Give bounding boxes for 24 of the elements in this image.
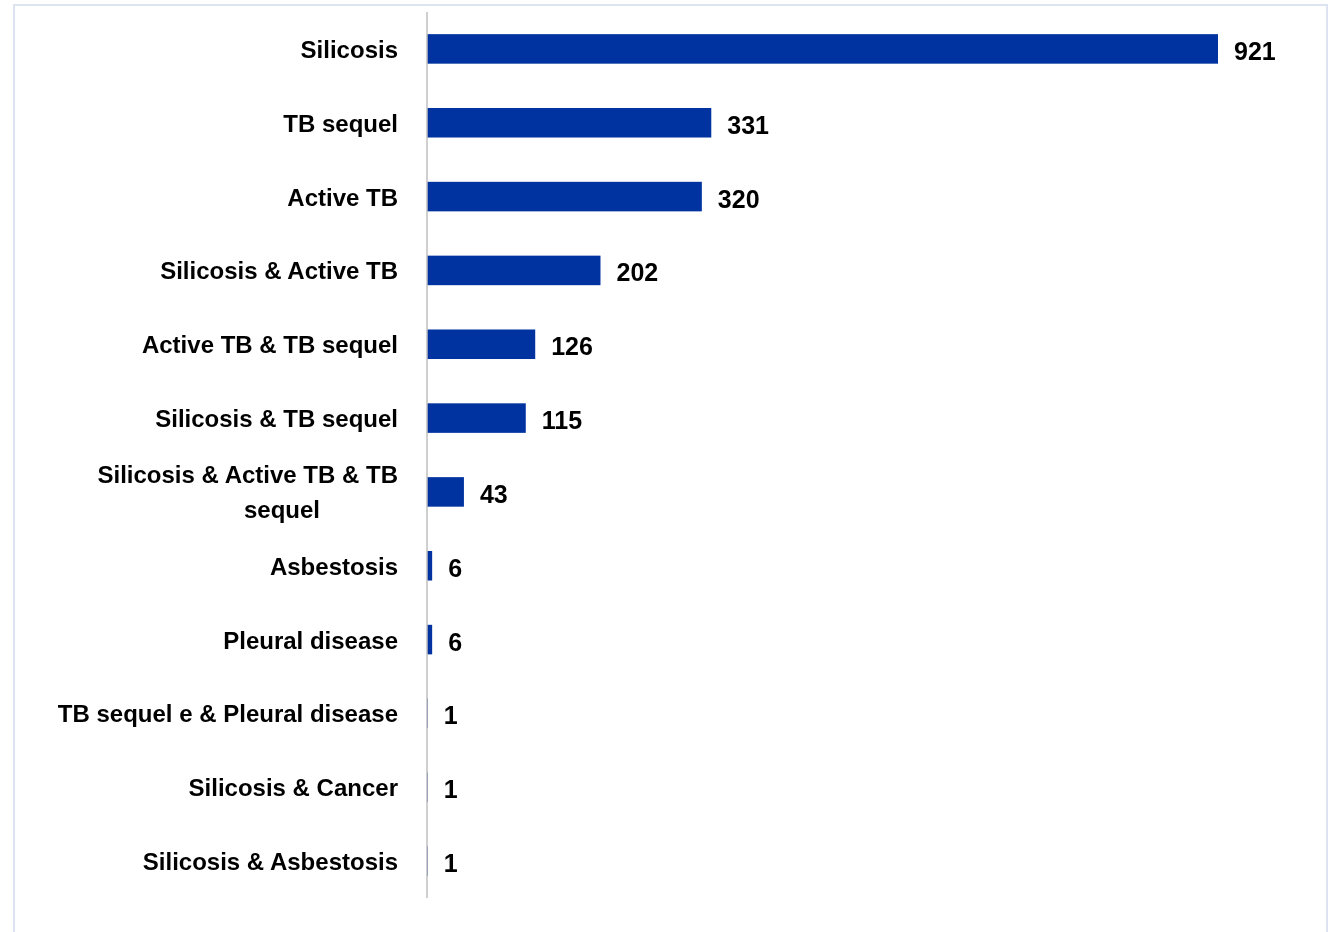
y-tick-label: Active TB [287,183,398,211]
data-label: 921 [1234,36,1276,65]
data-label: 6 [448,553,463,582]
y-tick-label: Silicosis [300,35,398,63]
y-tick-label: Active TB & TB sequel [141,330,398,358]
data-label: 6 [448,627,463,656]
data-label: 43 [479,479,508,508]
y-tick-label: Asbestosis [269,552,398,580]
data-label: 126 [551,332,593,361]
y-tick-label: TB sequel [283,109,398,137]
y-tick-label: Silicosis & Active TB [160,256,398,284]
y-tick-label: Silicosis & Cancer [188,773,398,801]
data-label: 1 [443,775,458,804]
data-label: 115 [541,406,583,435]
y-tick-label: Silicosis & TB sequel [155,404,398,432]
y-tick-label: Silicosis & Active TB & TB sequel [97,460,398,523]
y-tick-label: Silicosis & Asbestosis [142,847,398,875]
data-label: 320 [717,184,760,213]
data-label: 331 [727,110,770,139]
y-tick-label: TB sequel e & Pleural disease [57,699,398,727]
data-label: 1 [443,849,458,878]
data-label: 202 [616,258,659,287]
y-tick-label: Pleural disease [223,626,398,654]
data-label: 1 [443,701,458,730]
